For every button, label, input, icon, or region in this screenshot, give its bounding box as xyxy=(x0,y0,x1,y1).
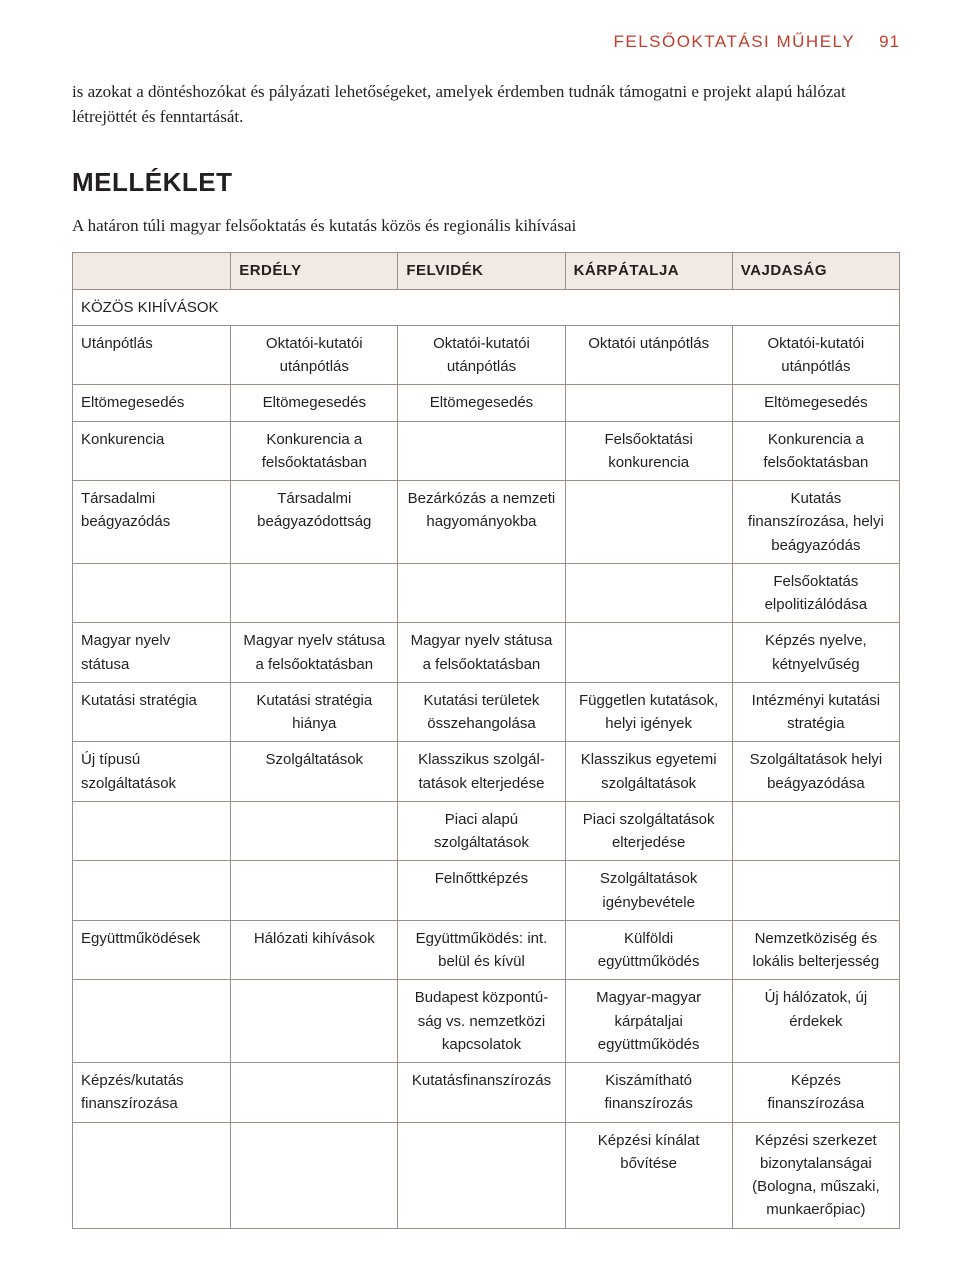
row-label: Konkurencia xyxy=(73,421,231,481)
cell xyxy=(565,385,732,421)
cell: Klasszikus szolgál­tatások elterjedése xyxy=(398,742,565,802)
cell: Kiszámítható finanszírozás xyxy=(565,1063,732,1123)
cell: Képzés finanszírozása xyxy=(732,1063,899,1123)
cell: Szolgáltatások xyxy=(231,742,398,802)
cell xyxy=(565,563,732,623)
table-row: Magyar nyelv státusa Magyar nyelv státus… xyxy=(73,623,900,683)
cell: Piaci alapú szolgáltatások xyxy=(398,801,565,861)
row-label xyxy=(73,801,231,861)
table-row: Felnőttképzés Szolgáltatások igénybevéte… xyxy=(73,861,900,921)
running-header: FELSŐOKTATÁSI MŰHELY 91 xyxy=(72,32,900,52)
cell: Társadalmi beágyazódottság xyxy=(231,481,398,564)
row-label: Képzés/kutatás finanszírozása xyxy=(73,1063,231,1123)
challenges-table: ERDÉLY FELVIDÉK KÁRPÁTALJA VAJDASÁG KÖZÖ… xyxy=(72,252,900,1228)
table-header-row: ERDÉLY FELVIDÉK KÁRPÁTALJA VAJDASÁG xyxy=(73,253,900,289)
cell xyxy=(231,801,398,861)
cell: Hálózati kihívások xyxy=(231,920,398,980)
row-label: Utánpótlás xyxy=(73,325,231,385)
cell: Kutatási stratégia hiánya xyxy=(231,682,398,742)
cell xyxy=(565,623,732,683)
cell: Magyar nyelv státusa a felsőoktatásban xyxy=(231,623,398,683)
table-row: Együttműködések Hálózati kihívások Együt… xyxy=(73,920,900,980)
row-label: Kutatási stratégia xyxy=(73,682,231,742)
cell: Kutatási területek összehangolása xyxy=(398,682,565,742)
cell xyxy=(231,861,398,921)
row-label xyxy=(73,563,231,623)
appendix-heading: MELLÉKLET xyxy=(72,167,900,198)
cell: Felsőoktatási konkurencia xyxy=(565,421,732,481)
row-label: Együttműködések xyxy=(73,920,231,980)
cell xyxy=(732,801,899,861)
row-label: Magyar nyelv státusa xyxy=(73,623,231,683)
cell: Oktatói-kutatói utánpótlás xyxy=(398,325,565,385)
cell: Klasszikus egyete­mi szolgáltatások xyxy=(565,742,732,802)
cell: Képzési kínálat bővítése xyxy=(565,1122,732,1228)
cell: Eltömegesedés xyxy=(398,385,565,421)
table-row: Konkurencia Konkurencia a felsőoktatásba… xyxy=(73,421,900,481)
row-label xyxy=(73,1122,231,1228)
cell: Kutatás­finanszírozás xyxy=(398,1063,565,1123)
cell: Felsőoktatás elpolitizálódása xyxy=(732,563,899,623)
table-row: Eltömegesedés Eltömegesedés Eltömegesedé… xyxy=(73,385,900,421)
table-row: Társadalmi beágyazódás Társadalmi beágya… xyxy=(73,481,900,564)
cell: Konkurencia a felsőoktatásban xyxy=(231,421,398,481)
section-row: KÖZÖS KIHÍVÁSOK xyxy=(73,289,900,325)
cell: Szolgáltatások igénybevétele xyxy=(565,861,732,921)
cell xyxy=(231,563,398,623)
section-label: KÖZÖS KIHÍVÁSOK xyxy=(73,289,900,325)
table-row: Budapest központú­ság vs. nemzetközi kap… xyxy=(73,980,900,1063)
cell: Felnőttképzés xyxy=(398,861,565,921)
cell: Kutatás finanszírozása, helyi beágyazódá… xyxy=(732,481,899,564)
header-blank xyxy=(73,253,231,289)
cell: Külföldi együttműködés xyxy=(565,920,732,980)
row-label: Eltömegesedés xyxy=(73,385,231,421)
cell: Képzési szerkezet bizonytalanságai (Bolo… xyxy=(732,1122,899,1228)
cell: Budapest központú­ság vs. nemzetközi kap… xyxy=(398,980,565,1063)
table-row: Utánpótlás Oktatói-kutatói utánpótlás Ok… xyxy=(73,325,900,385)
running-title: FELSŐOKTATÁSI MŰHELY xyxy=(613,32,855,52)
cell: Bezárkózás a nemzeti hagyományokba xyxy=(398,481,565,564)
table-row: Új típusú szolgáltatások Szolgáltatások … xyxy=(73,742,900,802)
cell: Eltömegesedés xyxy=(231,385,398,421)
cell: Szolgáltatások helyi beágyazódása xyxy=(732,742,899,802)
cell: Oktatói utánpótlás xyxy=(565,325,732,385)
col-erdely: ERDÉLY xyxy=(231,253,398,289)
cell: Magyar-magyar kárpátaljai együttműködés xyxy=(565,980,732,1063)
cell: Képzés nyelve, kétnyelvűség xyxy=(732,623,899,683)
row-label: Társadalmi beágyazódás xyxy=(73,481,231,564)
table-row: Felsőoktatás elpolitizálódása xyxy=(73,563,900,623)
cell xyxy=(231,1063,398,1123)
cell: Eltömegesedés xyxy=(732,385,899,421)
cell: Konkurencia a felsőoktatásban xyxy=(732,421,899,481)
cell xyxy=(231,1122,398,1228)
row-label xyxy=(73,861,231,921)
intro-paragraph: is azokat a döntéshozókat és pályázati l… xyxy=(72,80,900,129)
row-label xyxy=(73,980,231,1063)
cell: Oktatói-kutatói utánpótlás xyxy=(732,325,899,385)
cell: Oktatói-kutatói utánpótlás xyxy=(231,325,398,385)
col-felvidek: FELVIDÉK xyxy=(398,253,565,289)
cell xyxy=(565,481,732,564)
cell xyxy=(398,421,565,481)
cell: Nemzetköziség és lokális belterjesség xyxy=(732,920,899,980)
page-number: 91 xyxy=(879,32,900,52)
cell: Intézményi kutatási stratégia xyxy=(732,682,899,742)
cell xyxy=(398,563,565,623)
cell: Magyar nyelv státusa a felsőoktatásban xyxy=(398,623,565,683)
table-row: Kutatási stratégia Kutatási stratégia hi… xyxy=(73,682,900,742)
cell: Független kutatá­sok, helyi igények xyxy=(565,682,732,742)
cell xyxy=(398,1122,565,1228)
table-row: Képzés/kutatás finanszírozása Kutatás­fi… xyxy=(73,1063,900,1123)
row-label: Új típusú szolgáltatások xyxy=(73,742,231,802)
col-karpatalja: KÁRPÁTALJA xyxy=(565,253,732,289)
cell: Piaci szolgáltatások elterjedése xyxy=(565,801,732,861)
cell: Új hálózatok, új érdekek xyxy=(732,980,899,1063)
table-row: Piaci alapú szolgáltatások Piaci szolgál… xyxy=(73,801,900,861)
appendix-subtitle: A határon túli magyar felsőoktatás és ku… xyxy=(72,216,900,236)
col-vajdasag: VAJDASÁG xyxy=(732,253,899,289)
cell xyxy=(732,861,899,921)
cell xyxy=(231,980,398,1063)
cell: Együttműködés: int. belül és kívül xyxy=(398,920,565,980)
table-row: Képzési kínálat bővítése Képzési szerkez… xyxy=(73,1122,900,1228)
